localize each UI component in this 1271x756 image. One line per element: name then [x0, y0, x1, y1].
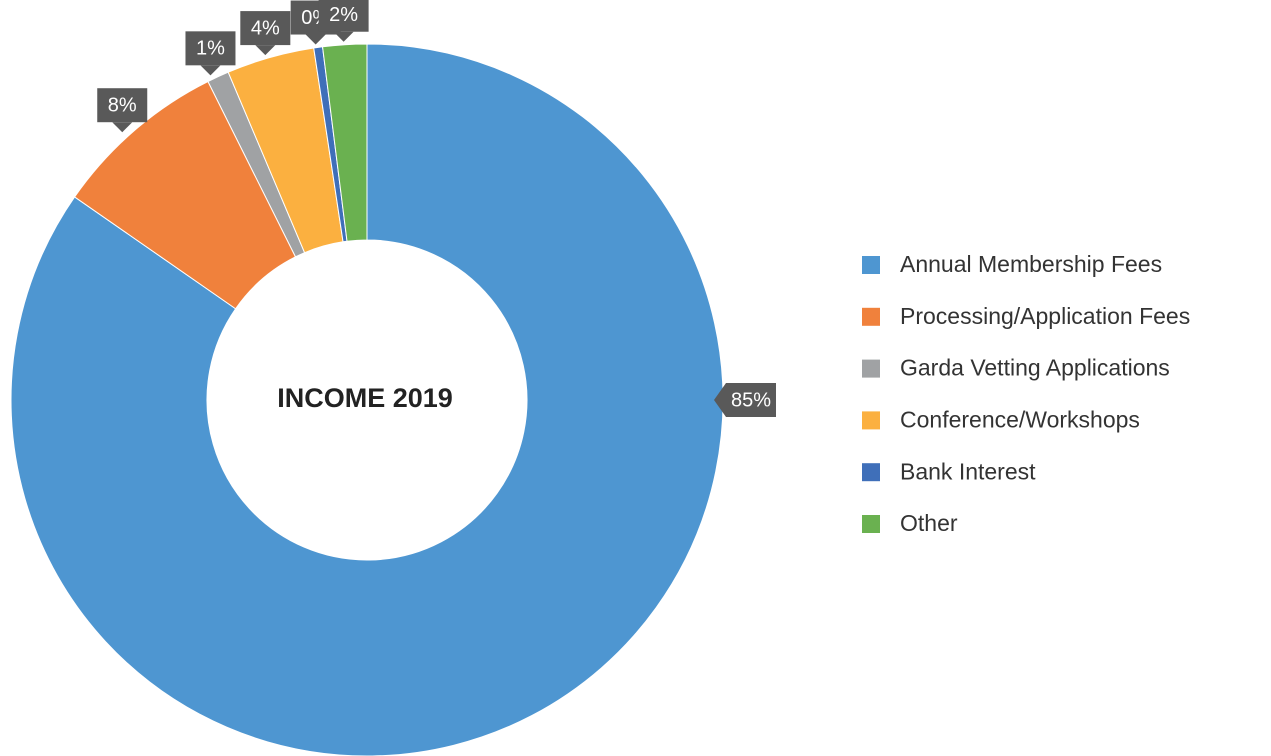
- data-label: 1%: [185, 31, 236, 76]
- legend-swatch: [862, 359, 880, 378]
- data-label-text: 8%: [108, 94, 137, 116]
- data-label: 2%: [318, 0, 369, 42]
- label-box: [97, 88, 148, 123]
- label-pointer: [200, 65, 221, 76]
- data-label-text: 1%: [196, 38, 225, 60]
- data-label: 8%: [97, 88, 148, 133]
- donut-segment: [10, 43, 724, 756]
- label-box: [240, 11, 291, 46]
- legend-swatch: [862, 411, 880, 430]
- data-label: 85%: [714, 383, 776, 417]
- label-pointer: [305, 34, 326, 45]
- label-box: [318, 0, 369, 32]
- legend-label: Annual Membership Fees: [900, 251, 1162, 277]
- legend-label: Garda Vetting Applications: [900, 355, 1170, 381]
- legend-label: Other: [900, 510, 958, 536]
- label-pointer: [333, 31, 354, 42]
- legend-label: Processing/Application Fees: [900, 303, 1190, 329]
- data-label: 4%: [240, 11, 291, 56]
- donut-segment: [321, 43, 368, 242]
- legend-label: Bank Interest: [900, 458, 1036, 484]
- chart-title: INCOME 2019: [277, 383, 453, 413]
- label-box: [185, 31, 236, 66]
- label-pointer: [112, 122, 133, 133]
- label-box: [726, 383, 776, 417]
- label-pointer: [255, 45, 276, 56]
- legend-swatch: [862, 463, 880, 482]
- data-label-text: 2%: [329, 4, 358, 26]
- legend-swatch: [862, 515, 880, 533]
- legend-swatch: [862, 256, 880, 274]
- label-pointer: [714, 383, 726, 417]
- legend-label: Conference/Workshops: [900, 406, 1140, 432]
- legend-swatch: [862, 307, 880, 326]
- data-label-text: 85%: [731, 389, 771, 411]
- data-label-text: 4%: [251, 17, 280, 39]
